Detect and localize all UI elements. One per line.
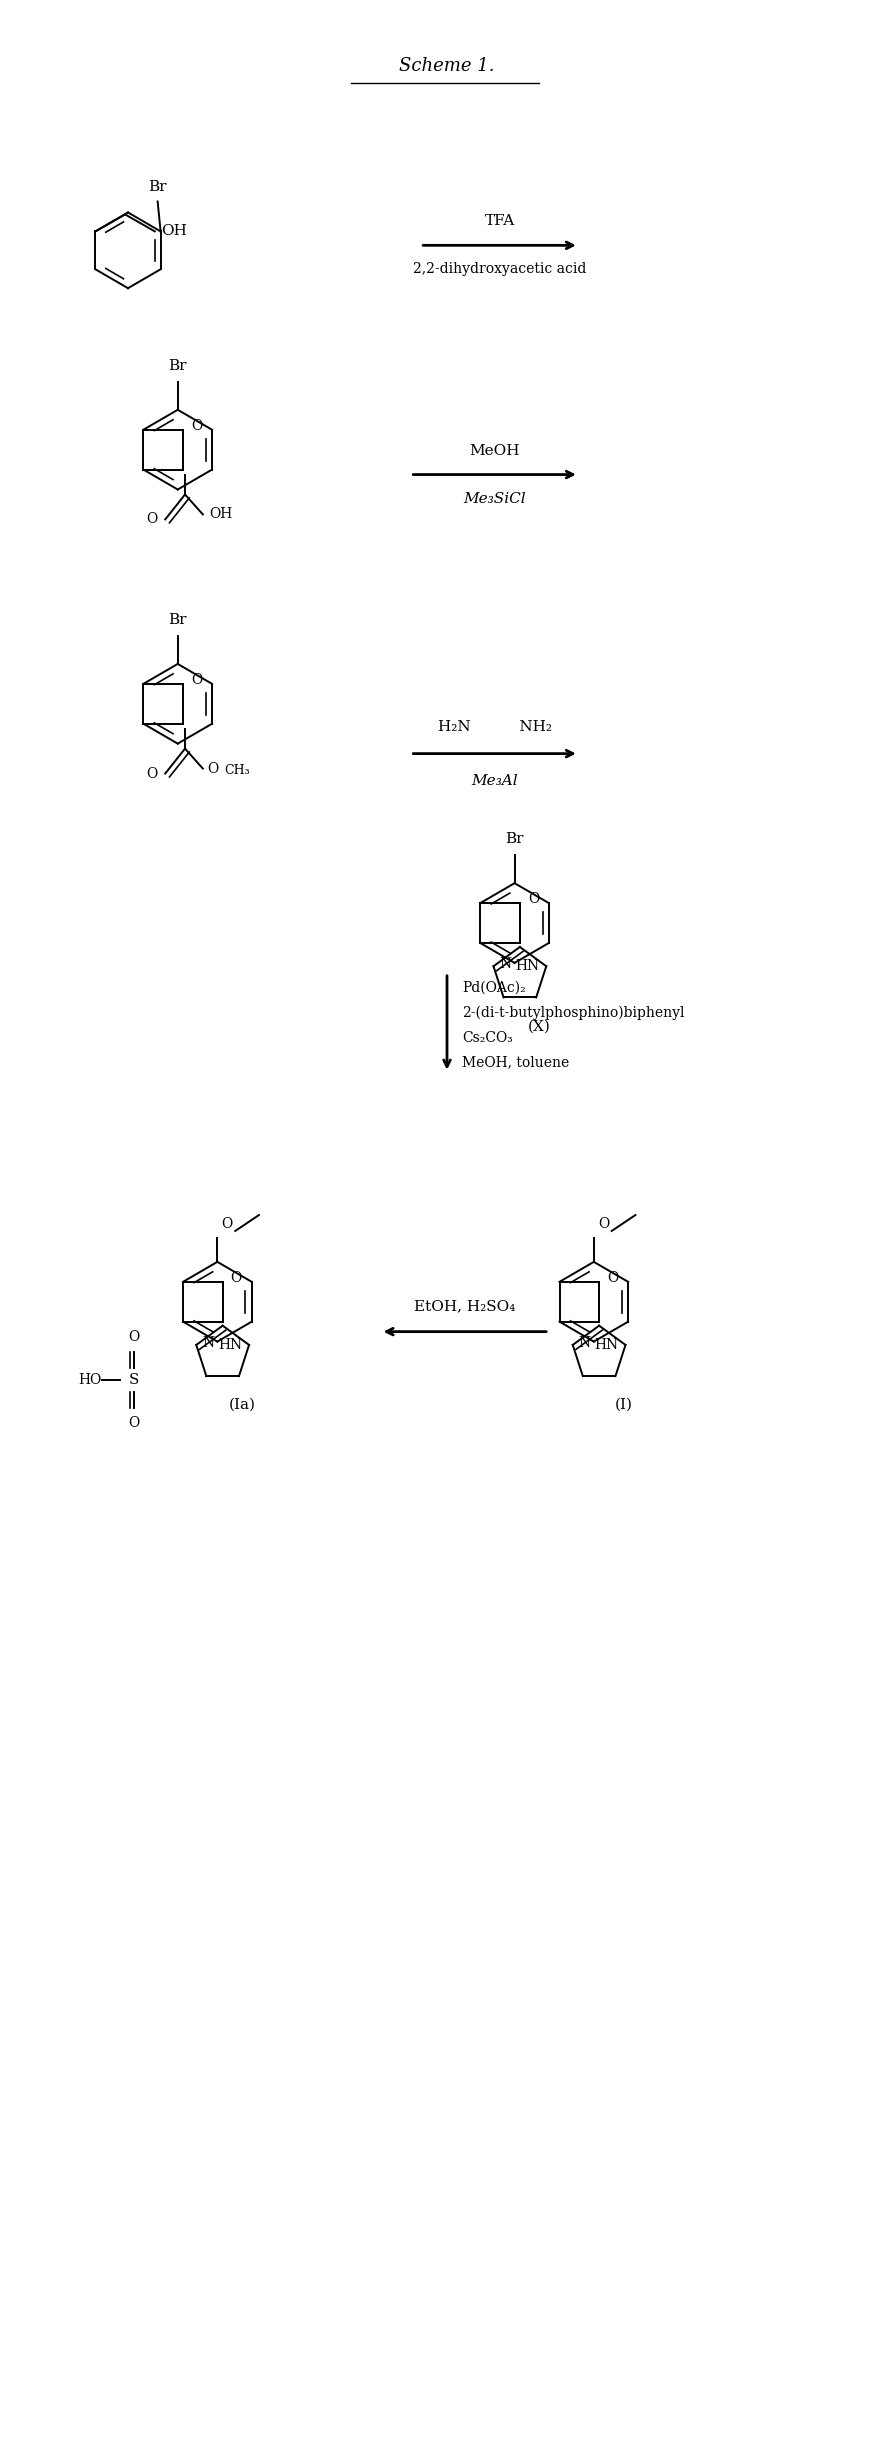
- Text: CH₃: CH₃: [224, 765, 250, 777]
- Text: HN: HN: [218, 1339, 242, 1351]
- Text: Br: Br: [148, 179, 166, 194]
- Text: Br: Br: [505, 831, 523, 846]
- Text: Scheme 1.: Scheme 1.: [399, 56, 494, 76]
- Text: HN: HN: [594, 1339, 618, 1351]
- Text: OH: OH: [161, 226, 187, 238]
- Text: O: O: [146, 512, 157, 527]
- Text: O: O: [597, 1216, 608, 1231]
- Text: O: O: [128, 1415, 139, 1430]
- Text: HN: HN: [515, 959, 539, 973]
- Text: O: O: [527, 893, 538, 907]
- Text: Me₃Al: Me₃Al: [471, 772, 518, 787]
- Text: 2-(di-t-butylphosphino)biphenyl: 2-(di-t-butylphosphino)biphenyl: [461, 1005, 684, 1020]
- Text: Me₃SiCl: Me₃SiCl: [463, 490, 526, 505]
- Text: O: O: [128, 1329, 139, 1344]
- Text: TFA: TFA: [484, 213, 514, 228]
- Text: OH: OH: [208, 508, 232, 522]
- Text: Pd(OAc)₂: Pd(OAc)₂: [461, 981, 525, 996]
- Text: MeOH: MeOH: [468, 444, 519, 459]
- Text: O: O: [190, 419, 202, 432]
- Text: Cs₂CO₃: Cs₂CO₃: [461, 1030, 512, 1045]
- Text: O: O: [207, 763, 218, 775]
- Text: Br: Br: [168, 613, 187, 628]
- Text: H₂N          NH₂: H₂N NH₂: [437, 721, 551, 733]
- Text: O: O: [146, 767, 157, 780]
- Text: N: N: [578, 1336, 590, 1351]
- Text: HO: HO: [79, 1373, 102, 1388]
- Text: O: O: [221, 1216, 232, 1231]
- Text: (Ia): (Ia): [228, 1398, 255, 1412]
- Text: EtOH, H₂SO₄: EtOH, H₂SO₄: [414, 1300, 515, 1314]
- Text: MeOH, toluene: MeOH, toluene: [461, 1054, 569, 1069]
- Text: S: S: [128, 1373, 139, 1388]
- Text: O: O: [606, 1270, 618, 1285]
- Text: N: N: [202, 1336, 215, 1351]
- Text: N: N: [499, 956, 511, 971]
- Text: (I): (I): [613, 1398, 632, 1412]
- Text: Br: Br: [168, 358, 187, 373]
- Text: O: O: [190, 672, 202, 687]
- Text: 2,2-dihydroxyacetic acid: 2,2-dihydroxyacetic acid: [412, 262, 586, 277]
- Text: O: O: [231, 1270, 241, 1285]
- Text: (X): (X): [527, 1020, 550, 1032]
